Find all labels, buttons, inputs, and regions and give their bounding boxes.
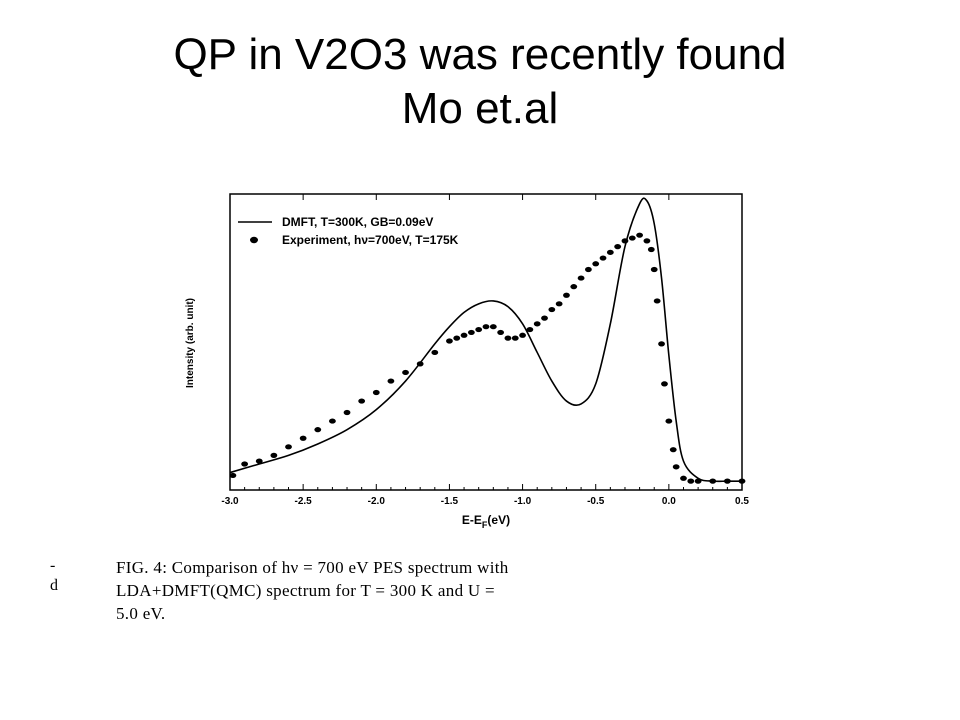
caption-line-3: 5.0 eV. — [116, 604, 166, 623]
x-tick-label: 0.5 — [735, 496, 749, 507]
x-axis-label: E-EF(eV) — [462, 513, 510, 530]
experiment-point — [672, 464, 680, 470]
margin-mark-1: - — [50, 557, 56, 574]
title-line-1: QP in V2O3 was recently found — [173, 30, 787, 79]
title-line-2: Mo et.al — [401, 84, 559, 133]
legend-label-experiment: Experiment, hν=700eV, T=175K — [282, 233, 459, 247]
x-tick-label: -1.5 — [441, 496, 459, 507]
experiment-point — [636, 232, 643, 238]
experiment-point — [533, 321, 541, 327]
experiment-point — [519, 332, 526, 338]
experiment-point — [431, 349, 439, 356]
experiment-point — [628, 235, 636, 241]
experiment-point — [599, 255, 607, 261]
experiment-point — [453, 335, 461, 341]
experiment-point — [570, 284, 578, 290]
experiment-point — [314, 427, 322, 433]
x-tick-label: 0.0 — [662, 496, 676, 507]
experiment-point — [511, 335, 519, 341]
experiment-point — [555, 301, 563, 307]
experiment-point — [653, 298, 661, 304]
experiment-point — [482, 324, 490, 330]
experiment-point — [372, 389, 380, 396]
experiment-point — [343, 409, 351, 416]
experiment-point — [497, 329, 505, 336]
experiment-point — [548, 306, 556, 313]
experiment-point — [650, 266, 658, 273]
experiment-point — [709, 478, 717, 484]
experiment-point — [621, 238, 629, 244]
legend-label-dmft: DMFT, T=300K, GB=0.09eV — [282, 215, 433, 229]
experiment-point — [694, 478, 702, 484]
experiment-point — [329, 418, 336, 424]
experiment-point — [606, 249, 614, 255]
experiment-point — [229, 472, 237, 479]
x-tick-label: -2.0 — [368, 496, 386, 507]
caption-line-2: LDA+DMFT(QMC) spectrum for T = 300 K and… — [116, 581, 495, 600]
x-tick-label: -1.0 — [514, 496, 532, 507]
experiment-point — [299, 435, 307, 441]
x-tick-label: -2.5 — [295, 496, 313, 507]
figure-caption: FIG. 4: Comparison of hν = 700 eV PES sp… — [116, 556, 836, 625]
experiment-point — [541, 315, 548, 321]
experiment-point — [738, 478, 746, 484]
experiment-point — [614, 244, 622, 250]
experiment-point — [402, 369, 409, 376]
x-axis-tick-labels: -3.0 -2.5 -2.0 -1.5 -1.0 -0.5 0.0 0.5 — [221, 496, 749, 507]
experiment-point — [526, 326, 534, 333]
x-tick-label: -0.5 — [587, 496, 605, 507]
x-axis-ticks — [229, 194, 743, 490]
experiment-point — [585, 266, 592, 273]
experiment-point — [446, 338, 453, 344]
experiment-point — [680, 475, 687, 481]
experiment-point — [387, 378, 395, 384]
experiment-point — [723, 478, 731, 484]
experiment-point — [658, 341, 665, 347]
margin-marks: - d — [50, 556, 58, 596]
experiment-point — [643, 238, 651, 244]
experiment-point — [592, 261, 600, 267]
experiment-point — [687, 478, 695, 484]
experiment-point — [665, 418, 673, 424]
experiment-point — [647, 246, 655, 253]
experiment-point — [285, 444, 292, 450]
experiment-point — [255, 458, 263, 464]
x-tick-label: -3.0 — [221, 496, 239, 507]
experiment-point — [669, 447, 677, 453]
experiment-point — [489, 324, 497, 330]
plot-border — [229, 193, 743, 491]
margin-mark-2: d — [50, 577, 58, 594]
experiment-point — [241, 461, 249, 467]
experiment-point — [475, 326, 483, 333]
plot-frame — [229, 193, 743, 491]
experiment-point — [661, 381, 668, 387]
experiment-point — [416, 361, 424, 367]
slide-title: QP in V2O3 was recently found Mo et.al — [0, 28, 960, 136]
series-dmft-line — [229, 197, 742, 483]
experiment-point — [467, 329, 475, 336]
experiment-point — [577, 275, 585, 281]
experiment-point — [270, 452, 278, 458]
experiment-point — [358, 398, 366, 404]
y-axis-label: Intensity (arb. unit) — [185, 298, 196, 388]
experiment-point — [460, 332, 468, 338]
series-layer — [229, 197, 746, 484]
chart-legend: DMFT, T=300K, GB=0.09eV Experiment, hν=70… — [238, 215, 459, 247]
legend-marker-swatch — [250, 236, 258, 244]
experiment-point — [563, 292, 570, 298]
experiment-point — [504, 335, 512, 341]
caption-line-1: FIG. 4: Comparison of hν = 700 eV PES sp… — [116, 558, 509, 577]
